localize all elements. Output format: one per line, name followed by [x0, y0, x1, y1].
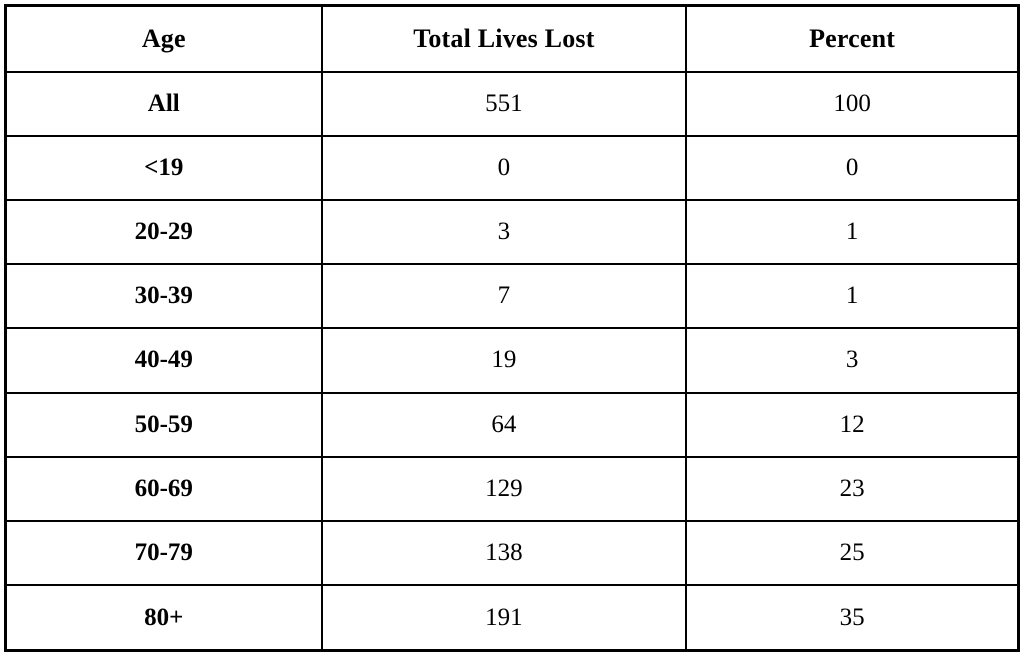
percent-cell: 100: [685, 70, 1020, 137]
total-lives-lost-cell: 129: [320, 455, 688, 522]
table-row-50-59: 50-59 64 12: [4, 391, 1020, 458]
table-row-80-plus: 80+ 191 35: [4, 584, 1020, 652]
age-cell: 40-49: [4, 327, 323, 394]
percent-cell: 35: [685, 584, 1020, 652]
table-row-70-79: 70-79 138 25: [4, 519, 1020, 587]
column-header-total-lives-lost: Total Lives Lost: [320, 4, 688, 73]
lives-lost-by-age-table-container: Age Total Lives Lost Percent All 551 100…: [4, 4, 1020, 652]
column-header-percent: Percent: [685, 4, 1020, 73]
table-row-20-29: 20-29 3 1: [4, 198, 1020, 266]
table-row-60-69: 60-69 129 23: [4, 455, 1020, 522]
total-lives-lost-cell: 64: [320, 391, 688, 458]
table-row-30-39: 30-39 7 1: [4, 263, 1020, 330]
percent-cell: 23: [685, 455, 1020, 522]
total-lives-lost-cell: 0: [320, 134, 688, 201]
age-cell: 30-39: [4, 263, 323, 330]
percent-cell: 1: [685, 198, 1020, 266]
percent-cell: 1: [685, 263, 1020, 330]
age-cell: 20-29: [4, 198, 323, 266]
total-lives-lost-cell: 191: [320, 584, 688, 652]
age-cell: 50-59: [4, 391, 323, 458]
total-lives-lost-cell: 3: [320, 198, 688, 266]
total-lives-lost-cell: 7: [320, 263, 688, 330]
age-cell: <19: [4, 134, 323, 201]
table-row-all: All 551 100: [4, 70, 1020, 137]
percent-cell: 25: [685, 519, 1020, 587]
total-lives-lost-cell: 551: [320, 70, 688, 137]
column-header-age: Age: [4, 4, 323, 73]
lives-lost-by-age-table: Age Total Lives Lost Percent All 551 100…: [4, 4, 1020, 652]
percent-cell: 0: [685, 134, 1020, 201]
age-cell: 60-69: [4, 455, 323, 522]
table-row-40-49: 40-49 19 3: [4, 327, 1020, 394]
total-lives-lost-cell: 19: [320, 327, 688, 394]
table-header-row: Age Total Lives Lost Percent: [4, 4, 1020, 73]
percent-cell: 12: [685, 391, 1020, 458]
total-lives-lost-cell: 138: [320, 519, 688, 587]
table-row-under-19: <19 0 0: [4, 134, 1020, 201]
age-cell: 80+: [4, 584, 323, 652]
percent-cell: 3: [685, 327, 1020, 394]
age-cell: All: [4, 70, 323, 137]
age-cell: 70-79: [4, 519, 323, 587]
